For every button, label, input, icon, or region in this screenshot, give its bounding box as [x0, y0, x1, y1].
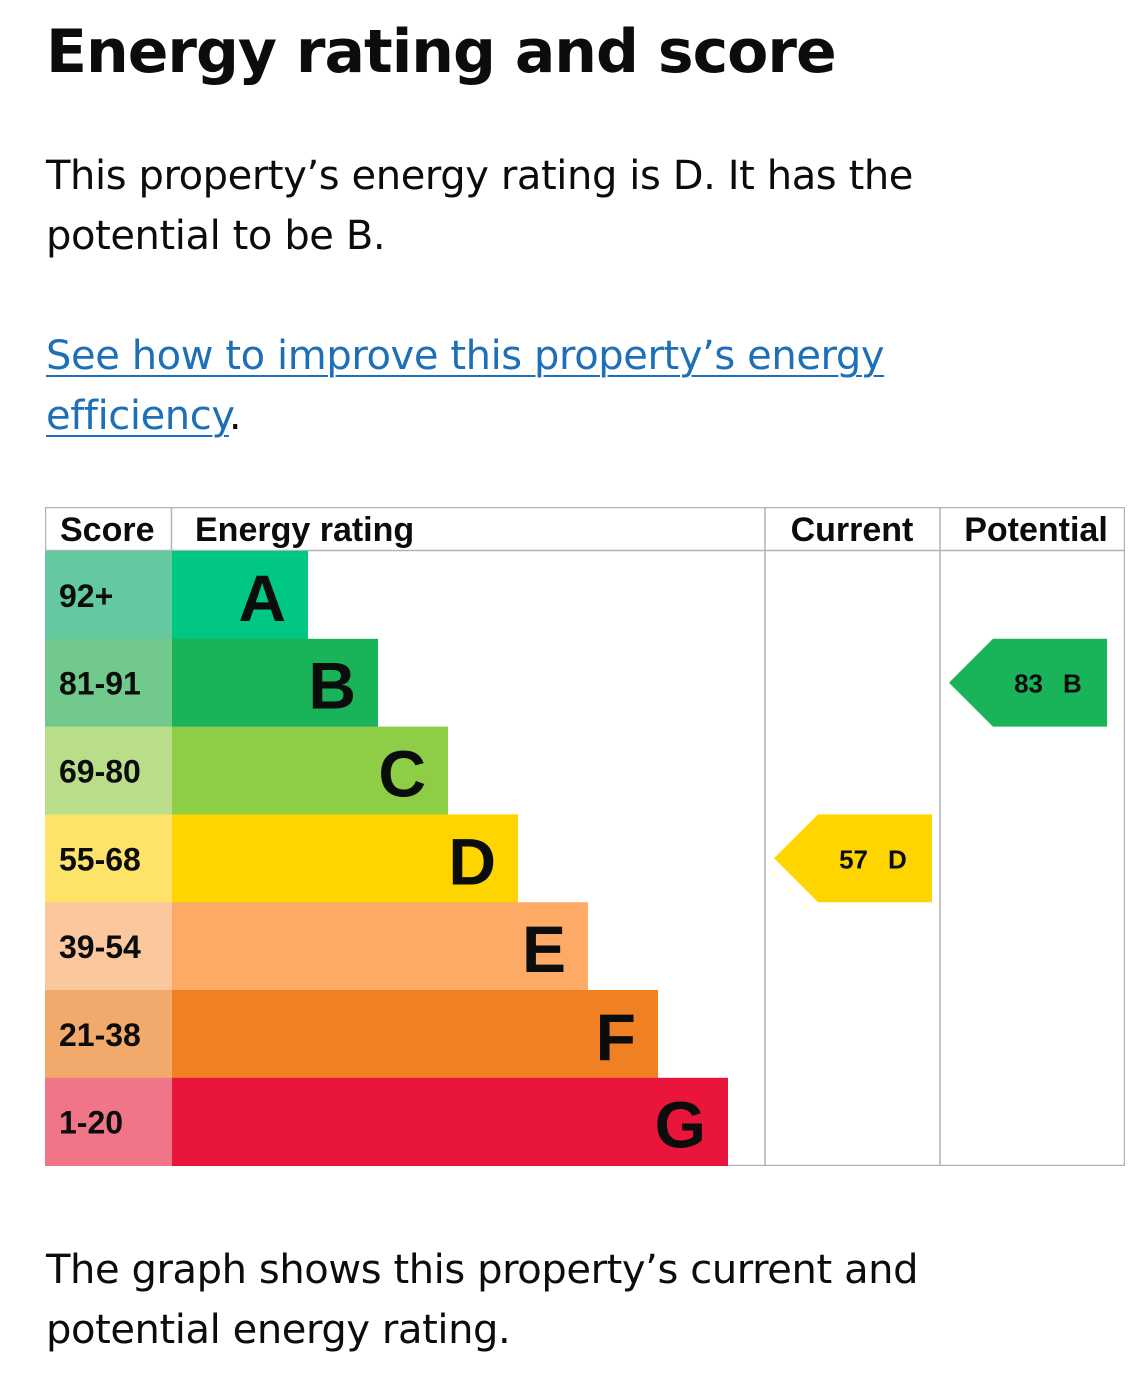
score-range-c: 69-80: [59, 754, 141, 790]
potential-header: Potential: [964, 511, 1108, 549]
rating-bar-f: [172, 990, 658, 1079]
rating-bands: 92+ A 81-91 B 69-80 C 55-68 D 39-54 E 21-38 F 1-20 G: [45, 551, 728, 1166]
rating-summary: This property’s energy rating is D. It h…: [46, 153, 914, 259]
current-rating-arrow: [774, 814, 932, 903]
score-cell-b: [45, 638, 172, 728]
score-cell-f: [45, 990, 172, 1079]
rating-letter-g: G: [655, 1088, 706, 1162]
improve-efficiency-link[interactable]: See how to improve this property’s energ…: [46, 333, 885, 439]
score-cell-g: [45, 1077, 172, 1166]
score-cell-d: [45, 814, 172, 903]
current-rating-letter: D: [888, 844, 907, 874]
link-suffix: .: [228, 393, 242, 439]
score-range-d: 55-68: [59, 841, 141, 877]
rating-markers: 57 D 83 B: [774, 638, 1107, 903]
score-range-g: 1-20: [59, 1105, 123, 1141]
improve-paragraph: See how to improve this property’s energ…: [46, 326, 946, 446]
potential-rating-letter: B: [1063, 669, 1082, 699]
score-cell-c: [45, 726, 172, 815]
score-range-f: 21-38: [59, 1017, 141, 1053]
rating-letter-d: D: [448, 824, 496, 898]
rating-letter-f: F: [596, 1000, 636, 1074]
rating-bar-e: [172, 902, 588, 991]
current-rating-score: 57: [839, 844, 868, 874]
rating-letter-e: E: [522, 912, 566, 986]
energy-rating-header: Energy rating: [195, 511, 414, 549]
score-header: Score: [60, 511, 155, 549]
rating-bar-a: [172, 551, 308, 640]
rating-bar-c: [172, 726, 448, 815]
chart-description: The graph shows this property’s current …: [46, 1247, 919, 1353]
rating-letter-c: C: [378, 737, 426, 811]
rating-letter-a: A: [238, 561, 286, 635]
page-title: Energy rating and score: [46, 17, 837, 87]
energy-rating-chart: Score Energy rating Current Potential 92…: [45, 507, 1125, 1166]
potential-rating-arrow: [949, 638, 1107, 727]
score-range-b: 81-91: [59, 666, 141, 702]
rating-letter-b: B: [308, 649, 356, 723]
rating-bar-g: [172, 1077, 728, 1166]
score-range-a: 92+: [59, 578, 113, 614]
score-cell-a: [45, 551, 172, 640]
rating-bar-d: [172, 814, 518, 903]
potential-rating-score: 83: [1014, 669, 1043, 699]
score-range-e: 39-54: [59, 929, 141, 965]
current-header: Current: [791, 511, 914, 549]
score-cell-e: [45, 902, 172, 991]
rating-bar-b: [172, 638, 378, 728]
